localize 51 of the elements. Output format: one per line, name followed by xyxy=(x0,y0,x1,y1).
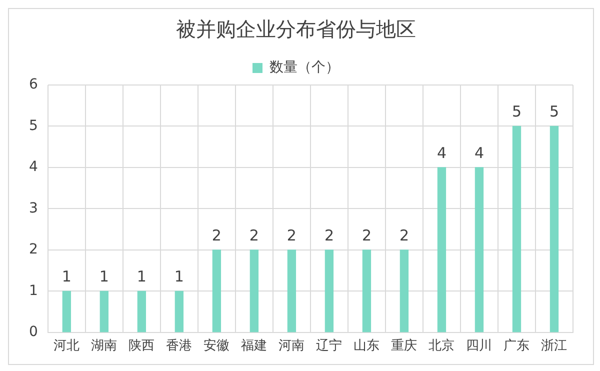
data-label: 1 xyxy=(62,268,72,286)
data-label: 2 xyxy=(399,226,409,244)
bar xyxy=(324,250,334,332)
y-tick-label: 1 xyxy=(28,282,38,299)
bar xyxy=(137,290,146,332)
bar xyxy=(212,250,222,332)
x-tick-label: 陕西 xyxy=(128,338,155,354)
x-tick-label: 安徽 xyxy=(204,338,230,354)
x-tick-label: 河北 xyxy=(54,338,80,354)
data-label: 1 xyxy=(99,268,109,286)
y-tick-label: 0 xyxy=(28,324,38,340)
x-tick-label: 重庆 xyxy=(391,338,418,354)
bar xyxy=(100,290,108,332)
x-tick-label: 北京 xyxy=(428,338,455,354)
chart-title: 被并购企业分布省份与地区 xyxy=(176,17,416,42)
x-tick-label: 河南 xyxy=(278,338,305,354)
data-label: 5 xyxy=(512,102,522,121)
y-tick-label: 3 xyxy=(28,200,38,216)
bar xyxy=(474,167,484,332)
bar xyxy=(437,167,446,332)
bar xyxy=(400,250,409,332)
x-tick-label: 浙江 xyxy=(541,338,568,354)
y-tick-label: 4 xyxy=(28,159,38,176)
data-label: 2 xyxy=(249,226,259,244)
bar xyxy=(62,290,71,332)
data-label: 1 xyxy=(136,268,146,286)
legend-label: 数量（个） xyxy=(270,60,340,76)
data-label: 2 xyxy=(286,226,296,244)
y-tick-label: 5 xyxy=(28,118,38,134)
data-label: 4 xyxy=(436,144,446,162)
data-label: 2 xyxy=(324,226,334,244)
x-tick-label: 广东 xyxy=(504,338,530,354)
data-label: 5 xyxy=(549,102,560,121)
x-tick-label: 香港 xyxy=(166,338,192,354)
y-tick-label: 2 xyxy=(28,242,38,258)
x-tick-label: 辽宁 xyxy=(316,338,342,354)
data-label: 1 xyxy=(174,268,184,286)
data-label: 4 xyxy=(474,144,484,162)
x-tick-label: 四川 xyxy=(466,338,492,354)
bar xyxy=(512,126,522,332)
bar xyxy=(250,250,259,332)
x-tick-label: 山东 xyxy=(354,338,380,354)
y-tick-label: 6 xyxy=(28,76,38,93)
data-label: 2 xyxy=(362,226,372,244)
x-tick-label: 福建 xyxy=(241,338,268,354)
bar xyxy=(174,290,184,332)
bar xyxy=(362,250,372,332)
bar xyxy=(550,126,559,332)
x-tick-label: 湖南 xyxy=(91,338,118,354)
data-label: 2 xyxy=(212,226,222,244)
bar xyxy=(287,250,296,332)
